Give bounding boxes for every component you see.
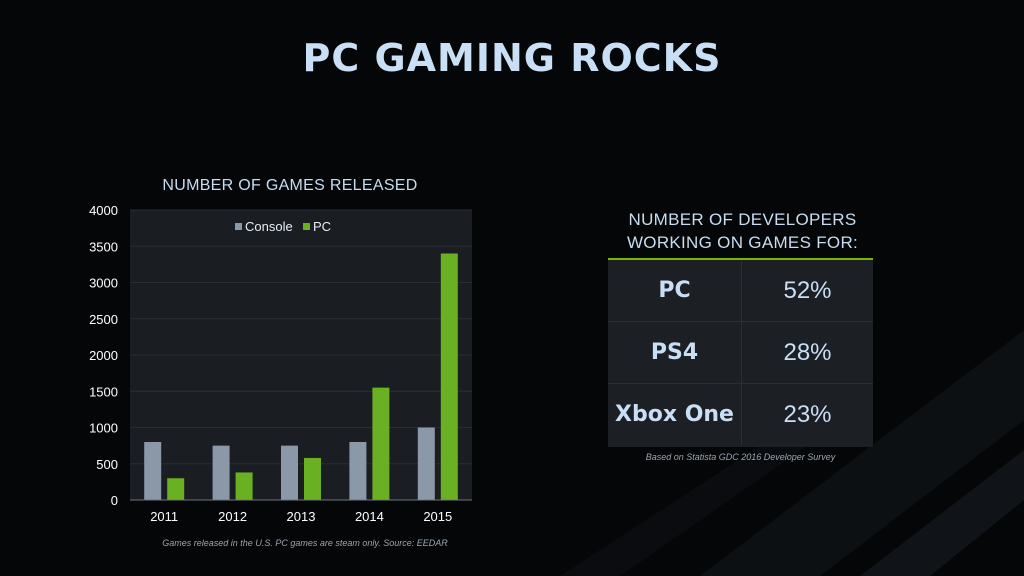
bar-console-2015 [417,427,435,500]
bar-console-2011 [144,442,162,500]
bar-console-2014 [349,442,367,500]
developers-source-note: Based on Statista GDC 2016 Developer Sur… [645,452,836,462]
platform-percentage: 23% [783,400,832,428]
x-tick-label: 2011 [150,509,178,524]
x-axis-ticks: 2011 2012 2013 2014 2015 [150,509,452,524]
y-tick-label: 0 [111,493,118,508]
developers-table: PC 52% PS4 28% Xbox One 23% [608,258,873,447]
page-title: PC GAMING ROCKS [302,36,722,80]
platform-label: PS4 [608,322,742,383]
developers-row-ps4: PS4 28% [608,322,873,384]
bar-pc-2015 [440,253,458,500]
legend-label-pc: PC [313,219,331,234]
platform-percentage: 28% [783,338,832,366]
bar-console-2013 [281,445,298,500]
chart-title: NUMBER OF GAMES RELEASED [162,177,418,194]
legend-swatch-console [235,223,242,230]
platform-percentage: 52% [783,276,832,304]
platform-label: PC [608,260,742,321]
developers-title: NUMBER OF DEVELOPERS WORKING ON GAMES FO… [600,208,885,254]
bar-console-2012 [212,445,230,500]
y-tick-label: 3500 [89,239,118,254]
developers-title-line2: WORKING ON GAMES FOR: [626,233,859,252]
y-tick-label: 2000 [89,348,118,363]
y-axis-ticks: 0 500 1000 1500 2000 2500 3000 3500 4000 [89,203,118,508]
chart-legend: Console PC [235,219,331,234]
y-tick-label: 500 [96,457,118,472]
y-tick-label: 2500 [89,312,118,327]
y-tick-label: 1000 [89,421,118,436]
bar-pc-2011 [167,478,185,500]
bar-pc-2012 [235,472,253,500]
developers-row-xbox-one: Xbox One 23% [608,384,873,445]
bars [144,253,458,500]
developers-title-line1: NUMBER OF DEVELOPERS [628,210,857,229]
x-tick-label: 2012 [218,509,247,524]
y-tick-label: 1500 [89,384,118,399]
legend-swatch-pc [303,223,310,230]
bar-pc-2014 [372,387,390,500]
bar-pc-2013 [304,457,321,500]
legend-label-console: Console [245,219,293,234]
chart-source-note: Games released in the U.S. PC games are … [162,538,448,548]
x-tick-label: 2015 [423,509,452,524]
grid-lines [130,209,472,465]
platform-label: Xbox One [608,384,742,445]
x-tick-label: 2014 [355,509,384,524]
x-tick-label: 2013 [287,509,316,524]
y-tick-label: 3000 [89,276,118,291]
developers-row-pc: PC 52% [608,260,873,322]
y-tick-label: 4000 [89,203,118,218]
